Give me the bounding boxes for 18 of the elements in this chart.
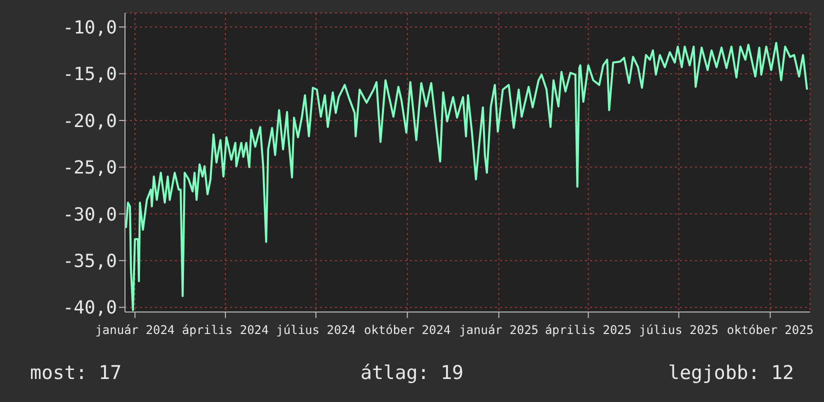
text: átlag: 19 [360,362,464,384]
x-tick-label: július 2024 [276,323,356,337]
x-tick-label: január 2025 [459,323,539,337]
y-tick-label: -20,0 [62,110,117,132]
y-tick-label: -40,0 [62,298,117,319]
y-tick-label: -25,0 [62,158,117,179]
x-tick-label: április 2025 [544,323,632,337]
text: legjobb: 12 [668,362,794,384]
x-tick-label: július 2025 [639,323,719,337]
y-tick-label: -35,0 [62,251,117,272]
x-tick-label: október 2025 [726,323,814,337]
x-tick-label: október 2024 [364,323,451,337]
y-tick-label: -15,0 [62,64,117,86]
x-tick-label: április 2024 [182,323,269,337]
y-tick-label: -30,0 [62,204,117,226]
text: most: 17 [30,362,122,384]
x-tick-label: január 2024 [95,323,175,337]
y-tick-label: -10,0 [62,17,117,38]
